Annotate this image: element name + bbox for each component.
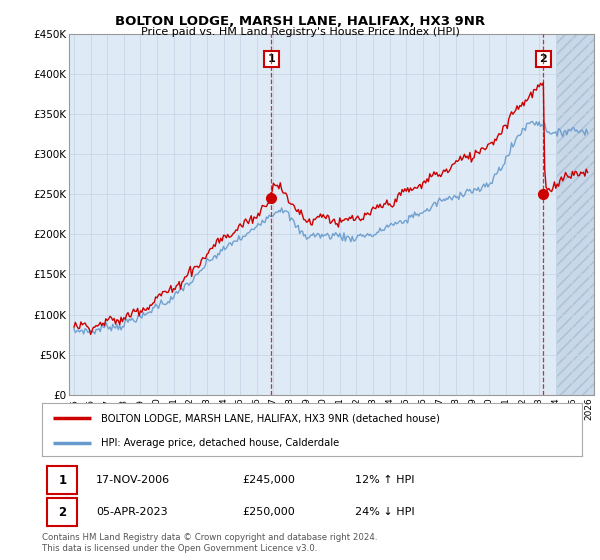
Text: 05-APR-2023: 05-APR-2023 bbox=[96, 507, 167, 517]
Text: 12% ↑ HPI: 12% ↑ HPI bbox=[355, 475, 415, 485]
Text: £250,000: £250,000 bbox=[242, 507, 295, 517]
Text: 1: 1 bbox=[58, 474, 67, 487]
Text: HPI: Average price, detached house, Calderdale: HPI: Average price, detached house, Cald… bbox=[101, 438, 340, 448]
Text: 17-NOV-2006: 17-NOV-2006 bbox=[96, 475, 170, 485]
Bar bbox=[556, 34, 600, 395]
Bar bbox=[47, 498, 77, 526]
Text: 24% ↓ HPI: 24% ↓ HPI bbox=[355, 507, 415, 517]
Text: BOLTON LODGE, MARSH LANE, HALIFAX, HX3 9NR (detached house): BOLTON LODGE, MARSH LANE, HALIFAX, HX3 9… bbox=[101, 413, 440, 423]
Bar bbox=[47, 466, 77, 494]
Text: 2: 2 bbox=[539, 54, 547, 64]
Text: £245,000: £245,000 bbox=[242, 475, 295, 485]
Text: 1: 1 bbox=[268, 54, 275, 64]
Text: BOLTON LODGE, MARSH LANE, HALIFAX, HX3 9NR: BOLTON LODGE, MARSH LANE, HALIFAX, HX3 9… bbox=[115, 15, 485, 27]
Text: Contains HM Land Registry data © Crown copyright and database right 2024.
This d: Contains HM Land Registry data © Crown c… bbox=[42, 533, 377, 553]
Text: 2: 2 bbox=[58, 506, 67, 519]
Text: Price paid vs. HM Land Registry's House Price Index (HPI): Price paid vs. HM Land Registry's House … bbox=[140, 27, 460, 37]
Bar bbox=[556, 34, 600, 395]
